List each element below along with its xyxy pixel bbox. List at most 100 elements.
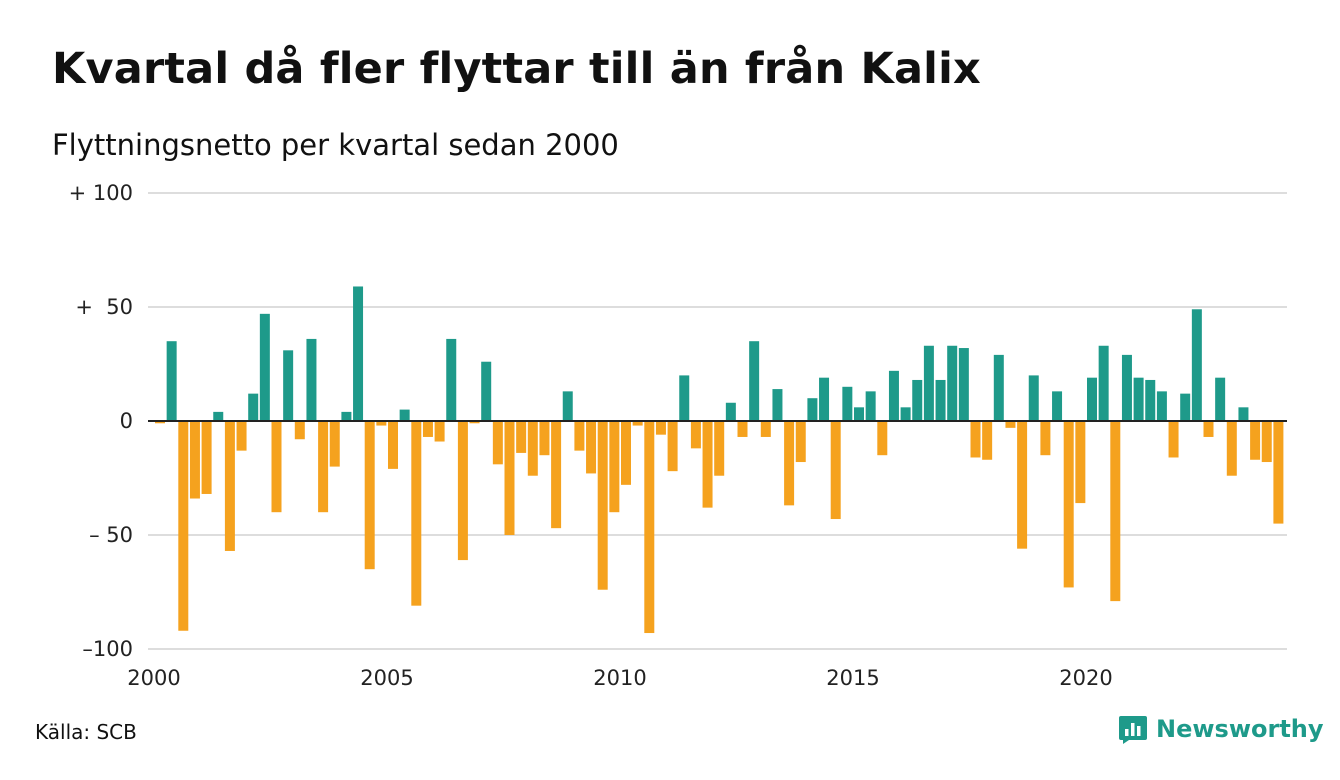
bar: 2006 Q4: -1	[469, 421, 480, 424]
x-tick-label: 2010	[593, 666, 646, 690]
bars: 2000 Q1: -12000 Q2: 352000 Q3: -922000 Q…	[155, 286, 1284, 634]
bar: 2011 Q3: -12	[690, 421, 701, 449]
bar: 2008 Q2: -15	[539, 421, 550, 456]
gridlines	[148, 192, 1287, 650]
bar: 2003 Q2: 36	[306, 338, 317, 421]
bar: 2021 Q4: -16	[1168, 421, 1179, 458]
bar: 2022 Q3: -7	[1203, 421, 1214, 437]
bar: 2002 Q3: -40	[271, 421, 282, 513]
bar: 2013 Q1: -7	[760, 421, 771, 437]
bar: 2013 Q3: -37	[784, 421, 795, 506]
x-tick-label: 2000	[127, 666, 180, 690]
x-axis-labels: 2000 2005 2010 2015 2020	[127, 666, 1112, 690]
bar: 2001 Q2: 4	[213, 411, 224, 421]
bar: 2020 Q2: 33	[1098, 345, 1109, 421]
bar: 2010 Q3: -93	[644, 421, 655, 634]
bar: 2017 Q4: -17	[982, 421, 993, 460]
bar: 2013 Q2: 14	[772, 389, 783, 421]
bar: 2014 Q2: 19	[819, 377, 830, 421]
bar: 2005 Q2: 5	[399, 409, 410, 421]
bar: 2014 Q4: 15	[842, 386, 853, 421]
brand-logo[interactable]: Newsworthy	[1118, 714, 1324, 744]
bar: 2023 Q4: -18	[1261, 421, 1272, 463]
bar: 2023 Q1: -24	[1226, 421, 1237, 476]
x-tick-label: 2005	[360, 666, 413, 690]
bar: 2000 Q2: 35	[166, 341, 177, 421]
bar: 2005 Q4: -7	[422, 421, 433, 437]
bar: 2009 Q2: -23	[586, 421, 597, 474]
bar: 2012 Q4: 35	[749, 341, 760, 421]
bar: 2002 Q2: 47	[259, 313, 270, 421]
bar: 2013 Q4: -18	[795, 421, 806, 463]
bar: 2009 Q1: -13	[574, 421, 585, 451]
bar: 2006 Q2: 36	[446, 338, 457, 421]
bar: 2003 Q1: -8	[294, 421, 305, 440]
bar: 2010 Q1: -28	[621, 421, 631, 485]
y-tick-label: + 100	[69, 181, 133, 205]
bar: 2008 Q1: -24	[527, 421, 538, 476]
bar: 2022 Q2: 49	[1191, 309, 1202, 421]
bar: 2011 Q1: -22	[667, 421, 678, 472]
bar: 2004 Q1: 4	[341, 411, 352, 421]
brand-name: Newsworthy	[1156, 715, 1324, 743]
chart-title: Kvartal då fler flyttar till än från Kal…	[52, 44, 981, 94]
y-tick-label: – 50	[89, 523, 133, 547]
bar: 2017 Q2: 32	[958, 348, 969, 421]
chart-subtitle: Flyttningsnetto per kvartal sedan 2000	[52, 128, 619, 162]
bar: 2009 Q3: -74	[597, 421, 608, 590]
bar: 2009 Q4: -40	[609, 421, 620, 513]
bar: 2001 Q1: -32	[201, 421, 212, 494]
bar: 2022 Q1: 12	[1180, 393, 1191, 421]
bar: 2023 Q3: -17	[1250, 421, 1261, 460]
bar: 2002 Q4: 31	[283, 350, 294, 421]
bar: 2010 Q2: -2	[632, 421, 643, 426]
bar: 2001 Q3: -57	[224, 421, 235, 551]
bar: 2008 Q4: 13	[562, 391, 573, 421]
bar: 2011 Q4: -38	[702, 421, 713, 508]
bar: 2016 Q2: 18	[912, 379, 923, 421]
bar: 2003 Q4: -20	[329, 421, 340, 467]
bar: 2004 Q2: 59	[353, 286, 364, 421]
bar: 2024 Q1: -45	[1273, 421, 1284, 524]
bar: 2020 Q4: 29	[1121, 354, 1132, 421]
y-tick-label: –100	[82, 637, 133, 661]
bar: 2005 Q1: -21	[388, 421, 398, 469]
bar: 2004 Q3: -65	[364, 421, 375, 570]
bar: 2000 Q3: -92	[178, 421, 189, 631]
bar: 2017 Q1: 33	[947, 345, 958, 421]
x-tick-label: 2015	[826, 666, 879, 690]
bar: 2012 Q2: 8	[725, 402, 736, 421]
bar: 2010 Q4: -6	[655, 421, 666, 435]
bar: 2012 Q3: -7	[737, 421, 748, 437]
bar: 2012 Q1: -24	[714, 421, 725, 476]
bar: 2004 Q4: -2	[376, 421, 387, 426]
bar: 2003 Q3: -40	[318, 421, 329, 513]
bar: 2015 Q2: 13	[865, 391, 876, 421]
bar: 2017 Q3: -16	[970, 421, 981, 458]
bar: 2008 Q3: -47	[551, 421, 562, 529]
y-tick-label: 0	[120, 409, 133, 433]
bar: 2002 Q1: 12	[248, 393, 259, 421]
bar: 2015 Q3: -15	[877, 421, 888, 456]
bar: 2011 Q2: 20	[679, 375, 690, 421]
bar: 2023 Q2: 6	[1238, 407, 1249, 421]
bar: 2018 Q2: -3	[1005, 421, 1016, 428]
bar: 2016 Q4: 18	[935, 379, 946, 421]
bar: 2016 Q3: 33	[923, 345, 934, 421]
bar: 2021 Q1: 19	[1133, 377, 1144, 421]
bar: 2019 Q4: -36	[1075, 421, 1086, 504]
newsworthy-logo-icon	[1119, 716, 1147, 744]
bar: 2021 Q2: 18	[1145, 379, 1156, 421]
bar: 2006 Q3: -61	[457, 421, 468, 561]
bar: 2022 Q4: 19	[1215, 377, 1226, 421]
bar: 2000 Q4: -34	[189, 421, 200, 499]
bar: 2014 Q1: 10	[807, 398, 818, 421]
bar: 2021 Q3: 13	[1156, 391, 1167, 421]
y-axis-labels: + 100 + 50 0 – 50 –100	[69, 181, 133, 661]
bar: 2014 Q3: -43	[830, 421, 841, 520]
bar: 2007 Q4: -14	[516, 421, 527, 453]
bar: 2007 Q1: 26	[481, 361, 492, 421]
bar: 2006 Q1: -9	[434, 421, 445, 442]
source-note: Källa: SCB	[35, 720, 137, 744]
